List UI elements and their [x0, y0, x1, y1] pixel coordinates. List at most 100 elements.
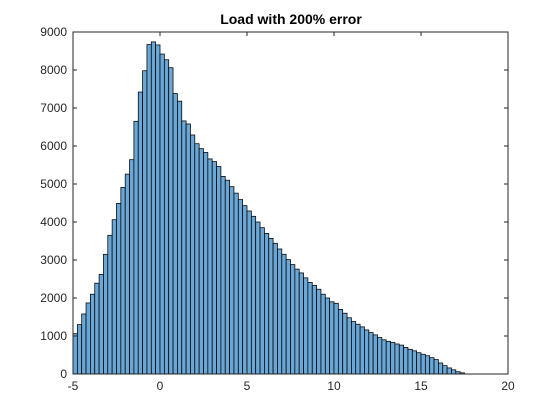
- histogram-bar: [324, 297, 331, 375]
- histogram-bar: [285, 259, 291, 375]
- histogram-bar: [185, 123, 191, 375]
- x-tick-label: 5: [244, 379, 251, 393]
- histogram-bar: [316, 288, 322, 375]
- histogram-bar: [333, 302, 339, 375]
- histogram-bar: [150, 41, 157, 375]
- histogram-bar: [216, 166, 222, 375]
- histogram-bar: [211, 161, 217, 375]
- histogram-bar: [451, 369, 457, 375]
- histogram-bar: [398, 344, 404, 375]
- histogram-bar: [394, 343, 400, 375]
- histogram-bar: [190, 134, 196, 375]
- histogram-bar: [416, 352, 422, 375]
- y-tick-label: 6000: [40, 139, 67, 153]
- histogram-bar: [298, 272, 304, 375]
- histogram-bar: [107, 234, 113, 375]
- histogram-bar: [207, 158, 213, 375]
- histogram-bar: [237, 199, 244, 375]
- histogram-bar: [124, 173, 130, 375]
- y-tick-label: 0: [60, 367, 67, 381]
- histogram-bar: [359, 326, 365, 375]
- histogram-bar: [137, 91, 143, 375]
- histogram-bar: [172, 93, 178, 375]
- histogram-bar: [250, 215, 257, 375]
- histogram-bar: [159, 53, 165, 375]
- histogram-bar: [411, 350, 418, 375]
- chart-title: Load with 200% error: [220, 11, 362, 27]
- histogram-bar: [281, 253, 287, 375]
- y-tick-label: 3000: [40, 253, 67, 267]
- histogram-bar: [403, 347, 409, 375]
- y-tick-label: 1000: [40, 329, 67, 343]
- histogram-bar: [424, 355, 431, 375]
- y-tick-label: 7000: [40, 101, 67, 115]
- histogram-bar: [133, 120, 139, 375]
- histogram-bar: [372, 334, 378, 375]
- histogram-bar: [177, 100, 183, 375]
- y-tick-label: 5000: [40, 177, 67, 191]
- histogram-bar: [81, 313, 87, 375]
- histogram-bar: [220, 176, 226, 375]
- histogram-bar: [329, 301, 335, 375]
- histogram-bar: [264, 233, 270, 375]
- histogram-bar: [233, 192, 239, 375]
- histogram-bar: [94, 282, 100, 375]
- histogram-bar: [229, 186, 235, 375]
- histogram-bar: [442, 365, 448, 375]
- histogram-bar: [429, 357, 435, 375]
- histogram-bar: [142, 70, 148, 375]
- histogram-bar: [407, 348, 413, 375]
- histogram-bar: [242, 205, 248, 375]
- histogram-bar: [294, 268, 300, 375]
- histogram-bar: [146, 44, 152, 375]
- histogram-bar: [72, 333, 78, 375]
- histogram-bar: [307, 282, 313, 375]
- histogram-bar: [103, 253, 109, 375]
- bars-group: [72, 41, 465, 375]
- histogram-bar: [420, 353, 426, 375]
- histogram-bar: [272, 242, 278, 375]
- histogram-bar: [438, 362, 444, 375]
- histogram-bar: [351, 321, 357, 375]
- histogram-bar: [181, 120, 187, 375]
- histogram-bar: [111, 219, 117, 375]
- x-tick-label: 15: [414, 379, 428, 393]
- histogram-bar: [277, 248, 283, 375]
- histogram-bar: [320, 293, 326, 375]
- histogram-bar: [346, 317, 352, 375]
- histogram-bar: [259, 227, 265, 375]
- histogram-bar: [163, 59, 170, 375]
- histogram-bar: [203, 152, 209, 375]
- y-tick-label: 4000: [40, 215, 67, 229]
- histogram-bar: [198, 148, 204, 375]
- histogram-bar: [303, 277, 309, 375]
- histogram-bar: [224, 179, 230, 375]
- histogram-bar: [290, 264, 296, 375]
- histogram-bar: [76, 324, 83, 375]
- histogram-bar: [381, 339, 387, 375]
- x-tick-label: 10: [327, 379, 341, 393]
- histogram-bar: [116, 203, 122, 375]
- histogram-bar: [168, 67, 174, 375]
- histogram-bar: [311, 285, 317, 375]
- x-tick-label: 20: [501, 379, 515, 393]
- x-tick-label: -5: [68, 379, 79, 393]
- histogram-bar: [98, 274, 104, 375]
- histogram-bar: [446, 367, 452, 375]
- histogram-bar: [120, 187, 126, 375]
- y-tick-label: 8000: [40, 63, 67, 77]
- axes-frame: [72, 31, 509, 375]
- histogram-bar: [355, 323, 361, 375]
- y-tick-label: 9000: [40, 25, 67, 39]
- histogram-bar: [129, 159, 135, 375]
- histogram-bar: [385, 340, 391, 375]
- histogram-bar: [337, 309, 344, 375]
- histogram-bar: [85, 302, 91, 375]
- histogram-bar: [246, 210, 252, 375]
- histogram-bar: [433, 359, 439, 375]
- histogram-bar: [268, 237, 274, 375]
- histogram-bar: [194, 143, 200, 375]
- x-tick-label: 0: [157, 379, 164, 393]
- histogram-bar: [377, 337, 383, 375]
